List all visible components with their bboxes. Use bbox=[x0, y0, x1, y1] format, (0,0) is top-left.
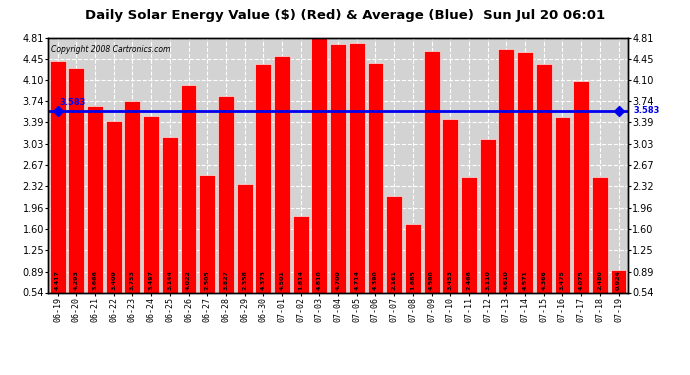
Text: 4.366: 4.366 bbox=[541, 270, 546, 290]
Text: 1.685: 1.685 bbox=[411, 270, 415, 290]
Bar bbox=[555, 117, 571, 292]
Text: 4.390: 4.390 bbox=[373, 270, 378, 290]
Text: 4.700: 4.700 bbox=[335, 270, 341, 290]
Text: 4.580: 4.580 bbox=[429, 270, 434, 290]
Bar bbox=[199, 175, 215, 292]
Bar bbox=[218, 96, 234, 292]
Bar bbox=[293, 216, 308, 292]
Text: 4.373: 4.373 bbox=[261, 270, 266, 290]
Bar bbox=[144, 116, 159, 292]
Text: Copyright 2008 Cartronics.com: Copyright 2008 Cartronics.com bbox=[51, 45, 170, 54]
Bar bbox=[181, 84, 197, 292]
Text: 3.583: 3.583 bbox=[633, 106, 660, 115]
Text: 3.110: 3.110 bbox=[485, 270, 490, 290]
Bar bbox=[106, 121, 121, 292]
Text: 3.753: 3.753 bbox=[130, 270, 135, 290]
Text: 4.571: 4.571 bbox=[522, 270, 528, 290]
Text: 4.417: 4.417 bbox=[55, 270, 60, 290]
Bar bbox=[368, 63, 384, 292]
Text: 3.583: 3.583 bbox=[59, 98, 86, 107]
Text: 3.475: 3.475 bbox=[560, 270, 565, 290]
Text: 3.453: 3.453 bbox=[448, 270, 453, 290]
Bar bbox=[349, 43, 365, 292]
Bar bbox=[50, 61, 66, 292]
Bar bbox=[592, 177, 608, 292]
Text: 4.293: 4.293 bbox=[74, 270, 79, 290]
Bar bbox=[611, 270, 627, 292]
Text: 2.161: 2.161 bbox=[392, 270, 397, 290]
Bar bbox=[255, 64, 271, 292]
Bar bbox=[68, 68, 84, 292]
Bar bbox=[517, 52, 533, 292]
Text: 2.466: 2.466 bbox=[466, 270, 471, 290]
Text: 4.714: 4.714 bbox=[354, 270, 359, 290]
Bar bbox=[442, 118, 458, 292]
Text: 4.501: 4.501 bbox=[279, 270, 284, 290]
Bar bbox=[162, 137, 178, 292]
Text: Daily Solar Energy Value ($) (Red) & Average (Blue)  Sun Jul 20 06:01: Daily Solar Energy Value ($) (Red) & Ave… bbox=[85, 9, 605, 22]
Bar bbox=[405, 224, 421, 292]
Text: 2.358: 2.358 bbox=[242, 270, 247, 290]
Text: 2.480: 2.480 bbox=[598, 270, 602, 290]
Text: 4.022: 4.022 bbox=[186, 270, 191, 290]
Bar bbox=[573, 81, 589, 292]
Bar bbox=[237, 184, 253, 292]
Text: 3.497: 3.497 bbox=[148, 270, 154, 290]
Text: 3.827: 3.827 bbox=[224, 270, 228, 290]
Text: 3.144: 3.144 bbox=[168, 270, 172, 290]
Text: 4.075: 4.075 bbox=[579, 270, 584, 290]
Text: 4.810: 4.810 bbox=[317, 270, 322, 290]
Bar bbox=[424, 51, 440, 292]
Bar bbox=[330, 44, 346, 292]
Bar bbox=[386, 196, 402, 292]
Bar bbox=[311, 38, 327, 292]
Bar bbox=[461, 177, 477, 292]
Text: 2.505: 2.505 bbox=[205, 270, 210, 290]
Text: 4.610: 4.610 bbox=[504, 270, 509, 290]
Text: 3.666: 3.666 bbox=[92, 270, 97, 290]
Text: 1.814: 1.814 bbox=[298, 270, 303, 290]
Bar bbox=[480, 139, 495, 292]
Bar bbox=[87, 106, 103, 292]
Bar bbox=[124, 100, 140, 292]
Bar bbox=[498, 50, 514, 292]
Text: 3.409: 3.409 bbox=[111, 270, 116, 290]
Text: 0.924: 0.924 bbox=[616, 270, 621, 290]
Bar bbox=[274, 56, 290, 292]
Bar bbox=[536, 64, 552, 292]
